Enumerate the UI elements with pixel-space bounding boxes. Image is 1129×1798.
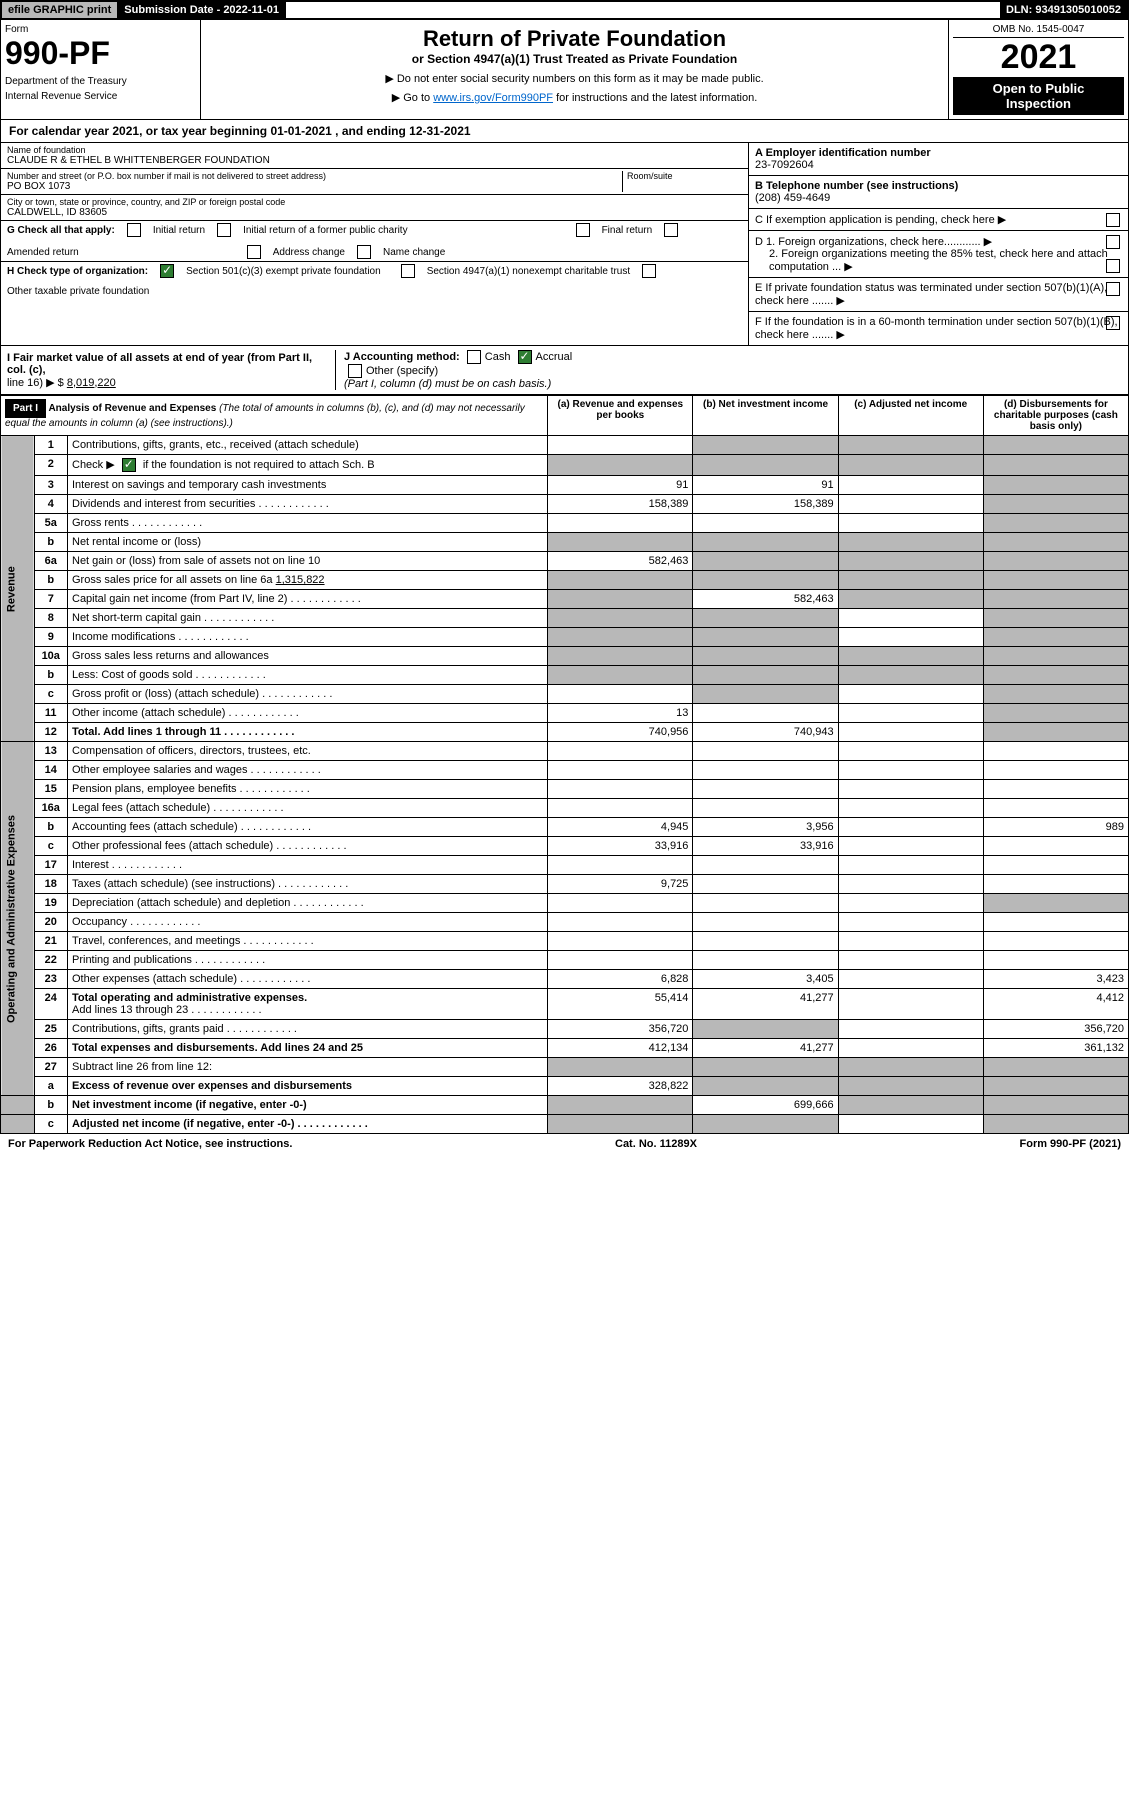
omb-number: OMB No. 1545-0047 [953,24,1124,38]
fmv-value: 8,019,220 [67,377,116,389]
efile-print-button[interactable]: efile GRAPHIC print [2,2,118,18]
form-ref: Form 990-PF (2021) [1020,1138,1121,1150]
topbar: efile GRAPHIC print Submission Date - 20… [0,0,1129,20]
col-a-header: (a) Revenue and expenses per books [548,396,693,436]
cash-checkbox[interactable] [467,350,481,364]
phone: (208) 459-4649 [755,192,1122,204]
name-change-checkbox[interactable] [357,245,371,259]
ein-label: A Employer identification number [755,147,1122,159]
initial-return-checkbox[interactable] [127,223,141,237]
dept-treasury: Department of the Treasury [5,76,196,87]
e-checkbox[interactable] [1106,282,1120,296]
name-label: Name of foundation [7,145,742,155]
city-label: City or town, state or province, country… [7,197,742,207]
section-e: E If private foundation status was termi… [749,278,1128,312]
section-d: D 1. Foreign organizations, check here..… [749,231,1128,278]
calendar-year: For calendar year 2021, or tax year begi… [0,120,1129,143]
d1-checkbox[interactable] [1106,235,1120,249]
form-title: Return of Private Foundation [207,26,942,52]
room-label: Room/suite [627,171,742,181]
accrual-checkbox[interactable] [518,350,532,364]
foundation-name: CLAUDE R & ETHEL B WHITTENBERGER FOUNDAT… [7,155,742,166]
phone-label: B Telephone number (see instructions) [755,180,1122,192]
open-to-public: Open to PublicInspection [953,77,1124,115]
form-number: 990-PF [5,35,196,72]
other-taxable-checkbox[interactable] [642,264,656,278]
row-i-j: I Fair market value of all assets at end… [0,346,1129,395]
f-checkbox[interactable] [1106,316,1120,330]
address-label: Number and street (or P.O. box number if… [7,171,622,181]
col-b-header: (b) Net investment income [693,396,838,436]
paperwork-notice: For Paperwork Reduction Act Notice, see … [8,1138,292,1150]
initial-former-checkbox[interactable] [217,223,231,237]
ssn-warning: ▶ Do not enter social security numbers o… [207,72,942,85]
expenses-label: Operating and Administrative Expenses [1,742,35,1096]
form990pf-link[interactable]: www.irs.gov/Form990PF [433,92,553,104]
501c3-checkbox[interactable] [160,264,174,278]
c-checkbox[interactable] [1106,213,1120,227]
amended-return-checkbox[interactable] [664,223,678,237]
section-c: C If exemption application is pending, c… [749,209,1128,231]
form-header: Form 990-PF Department of the Treasury I… [0,20,1129,120]
city-state-zip: CALDWELL, ID 83605 [7,207,742,218]
tax-year: 2021 [953,38,1124,77]
entity-info: Name of foundation CLAUDE R & ETHEL B WH… [0,143,1129,346]
dln: DLN: 93491305010052 [1000,2,1127,18]
ein: 23-7092604 [755,159,1122,171]
h-label: H Check type of organization: [7,266,148,277]
col-d-header: (d) Disbursements for charitable purpose… [983,396,1128,436]
schb-checkbox[interactable] [122,458,136,472]
part1-header: Part I [5,399,46,418]
col-c-header: (c) Adjusted net income [838,396,983,436]
submission-date: Submission Date - 2022-11-01 [118,2,286,18]
final-return-checkbox[interactable] [576,223,590,237]
section-f: F If the foundation is in a 60-month ter… [749,312,1128,345]
page-footer: For Paperwork Reduction Act Notice, see … [0,1134,1129,1154]
irs: Internal Revenue Service [5,91,196,102]
address: PO BOX 1073 [7,181,622,192]
g-label: G Check all that apply: [7,225,115,236]
d2-checkbox[interactable] [1106,259,1120,273]
4947-checkbox[interactable] [401,264,415,278]
other-method-checkbox[interactable] [348,364,362,378]
part1-table: Part I Analysis of Revenue and Expenses … [0,395,1129,1134]
form-subtitle: or Section 4947(a)(1) Trust Treated as P… [207,52,942,66]
address-change-checkbox[interactable] [247,245,261,259]
catalog-number: Cat. No. 11289X [615,1138,697,1150]
instructions-link-row: ▶ Go to www.irs.gov/Form990PF for instru… [207,91,942,104]
form-label: Form [5,24,196,35]
revenue-label: Revenue [1,436,35,742]
